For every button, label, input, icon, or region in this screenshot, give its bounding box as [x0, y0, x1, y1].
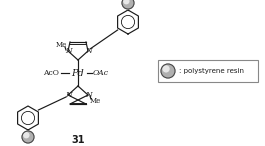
Circle shape [163, 66, 169, 72]
Text: N: N [65, 47, 71, 55]
Text: N: N [65, 91, 71, 99]
Text: Pd: Pd [72, 68, 84, 78]
Text: OAc: OAc [93, 69, 109, 77]
Circle shape [124, 0, 129, 4]
Text: N: N [85, 47, 91, 55]
Text: Me: Me [89, 97, 101, 105]
Text: Me: Me [55, 41, 67, 49]
Circle shape [122, 0, 134, 9]
Text: : polystyrene resin: : polystyrene resin [179, 68, 244, 74]
Circle shape [161, 64, 175, 78]
FancyBboxPatch shape [158, 60, 258, 82]
Text: AcO: AcO [43, 69, 59, 77]
Text: N: N [85, 91, 91, 99]
Circle shape [22, 131, 34, 143]
Circle shape [24, 133, 29, 138]
Text: 31: 31 [71, 135, 85, 145]
